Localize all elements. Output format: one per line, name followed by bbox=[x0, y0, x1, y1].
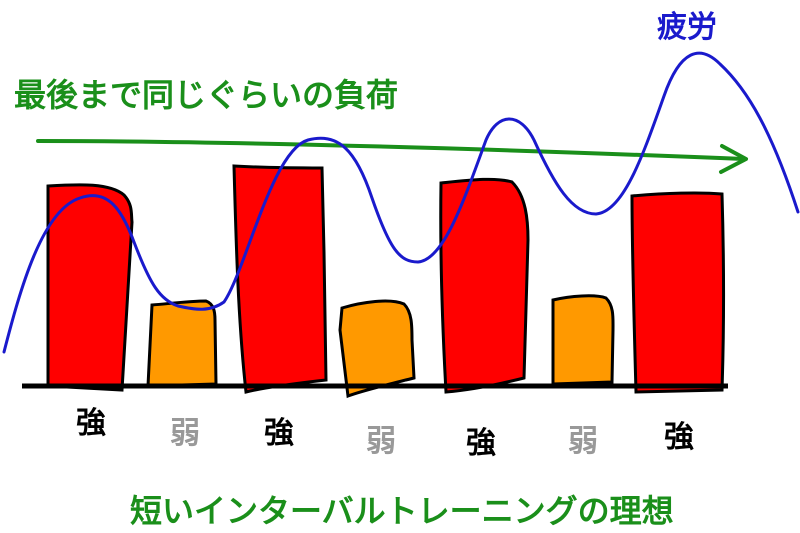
bars-group bbox=[46, 164, 725, 399]
bar-strong-3 bbox=[439, 177, 530, 394]
bar-weak-2 bbox=[338, 299, 416, 399]
bar-label-weak-3: 弱 bbox=[568, 424, 598, 459]
load-arrow bbox=[36, 139, 748, 174]
bar-label-strong-1: 強 bbox=[76, 406, 106, 441]
bar-strong-4 bbox=[630, 191, 725, 394]
bar-weak-1 bbox=[146, 299, 218, 388]
load-caption: 最後まで同じぐらいの負荷 bbox=[14, 76, 399, 114]
bar-strong-1 bbox=[46, 183, 134, 392]
bar-label-weak-1: 弱 bbox=[170, 416, 200, 451]
bar-label-strong-3: 強 bbox=[466, 426, 496, 461]
fatigue-label: 疲労 bbox=[657, 10, 717, 45]
fatigue-curve bbox=[2, 51, 800, 354]
load-arrow-head bbox=[719, 144, 748, 174]
diagram-title: 短いインターバルトレーニングの理想 bbox=[130, 492, 674, 530]
load-arrow-line bbox=[36, 139, 746, 161]
bar-weak-3 bbox=[551, 294, 615, 386]
bar-label-strong-4: 強 bbox=[664, 420, 694, 455]
bar-strong-2 bbox=[232, 164, 328, 394]
bar-label-weak-2: 弱 bbox=[366, 424, 396, 459]
bar-label-strong-2: 強 bbox=[264, 416, 294, 451]
